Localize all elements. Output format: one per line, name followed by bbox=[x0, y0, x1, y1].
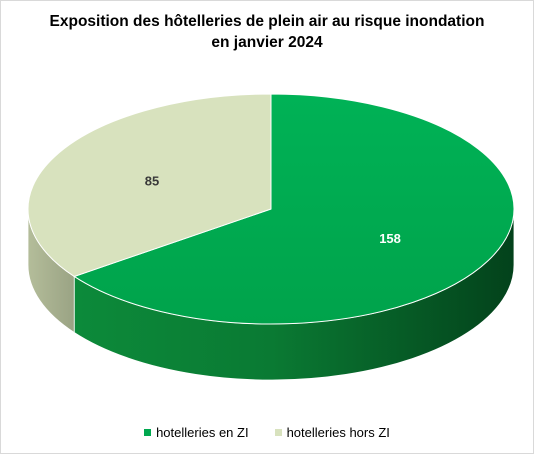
legend-item-en-zi: hotelleries en ZI bbox=[144, 425, 249, 440]
data-label-en-zi: 158 bbox=[379, 231, 401, 246]
legend-swatch-en-zi bbox=[144, 429, 152, 436]
legend: hotelleries en ZI hotelleries hors ZI bbox=[1, 425, 533, 440]
chart-title-line-1: Exposition des hôtelleries de plein air … bbox=[49, 13, 485, 30]
legend-item-hors-zi: hotelleries hors ZI bbox=[274, 425, 390, 440]
chart-title: Exposition des hôtelleries de plein air … bbox=[1, 11, 533, 53]
data-label-hors-zi: 85 bbox=[145, 173, 159, 188]
pie-slice-hors-zi bbox=[27, 93, 272, 278]
chart-title-line-2: en janvier 2024 bbox=[211, 34, 323, 51]
legend-label-en-zi: hotelleries en ZI bbox=[156, 425, 249, 440]
legend-label-hors-zi: hotelleries hors ZI bbox=[286, 425, 390, 440]
legend-swatch-hors-zi bbox=[274, 429, 282, 436]
pie-slice-en-zi bbox=[73, 93, 515, 325]
